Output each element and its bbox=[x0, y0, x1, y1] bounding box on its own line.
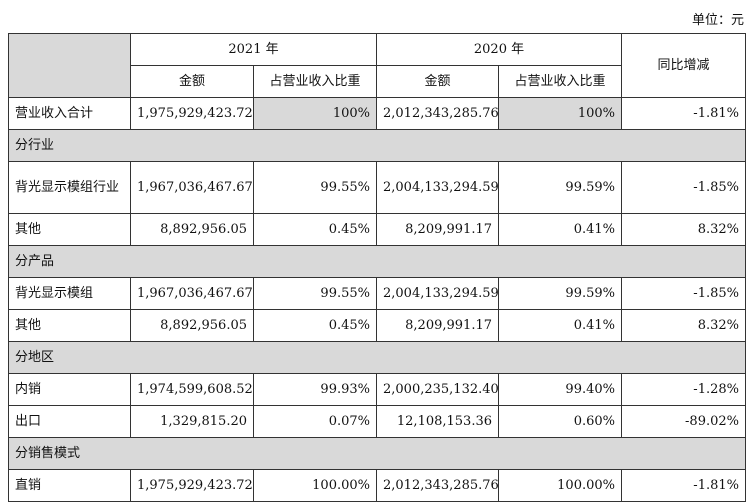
ratio-2021-cell: 99.55% bbox=[253, 277, 377, 310]
revenue-composition-table: 2021 年 2020 年 同比增减 金额 占营业收入比重 金额 占营业收入比重… bbox=[8, 33, 746, 502]
ratio-2021-header: 占营业收入比重 bbox=[253, 65, 377, 98]
ratio-2021-cell: 100.00% bbox=[253, 469, 377, 502]
row-label: 内销 bbox=[8, 373, 131, 406]
ratio-2020-cell: 99.40% bbox=[498, 373, 622, 406]
amount-2020-cell: 8,209,991.17 bbox=[376, 309, 499, 342]
amount-2021-cell: 1,975,929,423.72 bbox=[130, 97, 254, 130]
ratio-2020-cell: 99.59% bbox=[498, 161, 622, 214]
ratio-2021-cell: 99.55% bbox=[253, 161, 377, 214]
amount-2020-cell: 8,209,991.17 bbox=[376, 213, 499, 246]
amount-2020-header: 金额 bbox=[376, 65, 499, 98]
table-row: 背光显示模组行业 1,967,036,467.67 99.55% 2,004,133,… bbox=[8, 161, 746, 214]
table-row: 其他 8,892,956.05 0.45% 8,209,991.17 0.41% 8.32… bbox=[8, 309, 746, 342]
unit-label: 单位：元 bbox=[691, 13, 744, 28]
yoy-cell: 8.32% bbox=[621, 213, 746, 246]
amount-2021-cell: 8,892,956.05 bbox=[130, 309, 254, 342]
section-label: 分销售模式 bbox=[8, 437, 746, 470]
yoy-cell: -89.02% bbox=[621, 405, 746, 438]
section-label: 分行业 bbox=[8, 129, 746, 162]
row-label: 出口 bbox=[8, 405, 131, 438]
amount-2020-cell: 2,004,133,294.59 bbox=[376, 161, 499, 214]
amount-2020-cell: 12,108,153.36 bbox=[376, 405, 499, 438]
ratio-2020-cell: 0.41% bbox=[498, 213, 622, 246]
row-label: 背光显示模组行业 bbox=[8, 161, 131, 214]
section-label: 分地区 bbox=[8, 341, 746, 374]
amount-2021-cell: 1,329,815.20 bbox=[130, 405, 254, 438]
year-2021-header: 2021 年 bbox=[130, 33, 377, 66]
ratio-2021-cell: 99.93% bbox=[253, 373, 377, 406]
yoy-cell: -1.85% bbox=[621, 161, 746, 214]
ratio-2020-cell: 0.60% bbox=[498, 405, 622, 438]
section-row: 分销售模式 bbox=[8, 437, 746, 470]
section-label: 分产品 bbox=[8, 245, 746, 278]
ratio-2021-cell: 0.45% bbox=[253, 213, 377, 246]
amount-2020-cell: 2,004,133,294.59 bbox=[376, 277, 499, 310]
table-row: 内销 1,974,599,608.52 99.93% 2,000,235,132.40… bbox=[8, 373, 746, 406]
amount-2021-cell: 1,967,036,467.67 bbox=[130, 277, 254, 310]
row-label: 背光显示模组 bbox=[8, 277, 131, 310]
corner-header-cell bbox=[8, 33, 131, 98]
ratio-2021-cell: 0.45% bbox=[253, 309, 377, 342]
ratio-2020-cell: 100% bbox=[498, 97, 622, 130]
yoy-header: 同比增减 bbox=[621, 33, 746, 98]
table-row: 其他 8,892,956.05 0.45% 8,209,991.17 0.41% 8.32… bbox=[8, 213, 746, 246]
table-row: 营业收入合计 1,975,929,423.72 100% 2,012,343,285.… bbox=[8, 97, 746, 130]
ratio-2020-header: 占营业收入比重 bbox=[498, 65, 622, 98]
ratio-2020-cell: 100.00% bbox=[498, 469, 622, 502]
row-label: 营业收入合计 bbox=[8, 97, 131, 130]
ratio-2021-cell: 0.07% bbox=[253, 405, 377, 438]
ratio-2020-cell: 0.41% bbox=[498, 309, 622, 342]
row-label: 其他 bbox=[8, 213, 131, 246]
section-row: 分产品 bbox=[8, 245, 746, 278]
amount-2020-cell: 2,012,343,285.76 bbox=[376, 97, 499, 130]
amount-2021-cell: 1,974,599,608.52 bbox=[130, 373, 254, 406]
section-row: 分行业 bbox=[8, 129, 746, 162]
amount-2020-cell: 2,012,343,285.76 bbox=[376, 469, 499, 502]
yoy-cell: -1.81% bbox=[621, 97, 746, 130]
table-row: 出口 1,329,815.20 0.07% 12,108,153.36 0.60% -89… bbox=[8, 405, 746, 438]
row-label: 其他 bbox=[8, 309, 131, 342]
table-body: 营业收入合计 1,975,929,423.72 100% 2,012,343,285.… bbox=[8, 97, 746, 502]
yoy-cell: -1.85% bbox=[621, 277, 746, 310]
table-row: 直销 1,975,929,423.72 100.00% 2,012,343,285.7… bbox=[8, 469, 746, 502]
year-2020-header: 2020 年 bbox=[376, 33, 622, 66]
yoy-cell: -1.81% bbox=[621, 469, 746, 502]
amount-2021-cell: 1,975,929,423.72 bbox=[130, 469, 254, 502]
amount-2021-cell: 8,892,956.05 bbox=[130, 213, 254, 246]
table-row: 背光显示模组 1,967,036,467.67 99.55% 2,004,133,29… bbox=[8, 277, 746, 310]
yoy-cell: 8.32% bbox=[621, 309, 746, 342]
amount-2021-cell: 1,967,036,467.67 bbox=[130, 161, 254, 214]
ratio-2020-cell: 99.59% bbox=[498, 277, 622, 310]
yoy-cell: -1.28% bbox=[621, 373, 746, 406]
amount-2020-cell: 2,000,235,132.40 bbox=[376, 373, 499, 406]
row-label: 直销 bbox=[8, 469, 131, 502]
section-row: 分地区 bbox=[8, 341, 746, 374]
ratio-2021-cell: 100% bbox=[253, 97, 377, 130]
amount-2021-header: 金额 bbox=[130, 65, 254, 98]
